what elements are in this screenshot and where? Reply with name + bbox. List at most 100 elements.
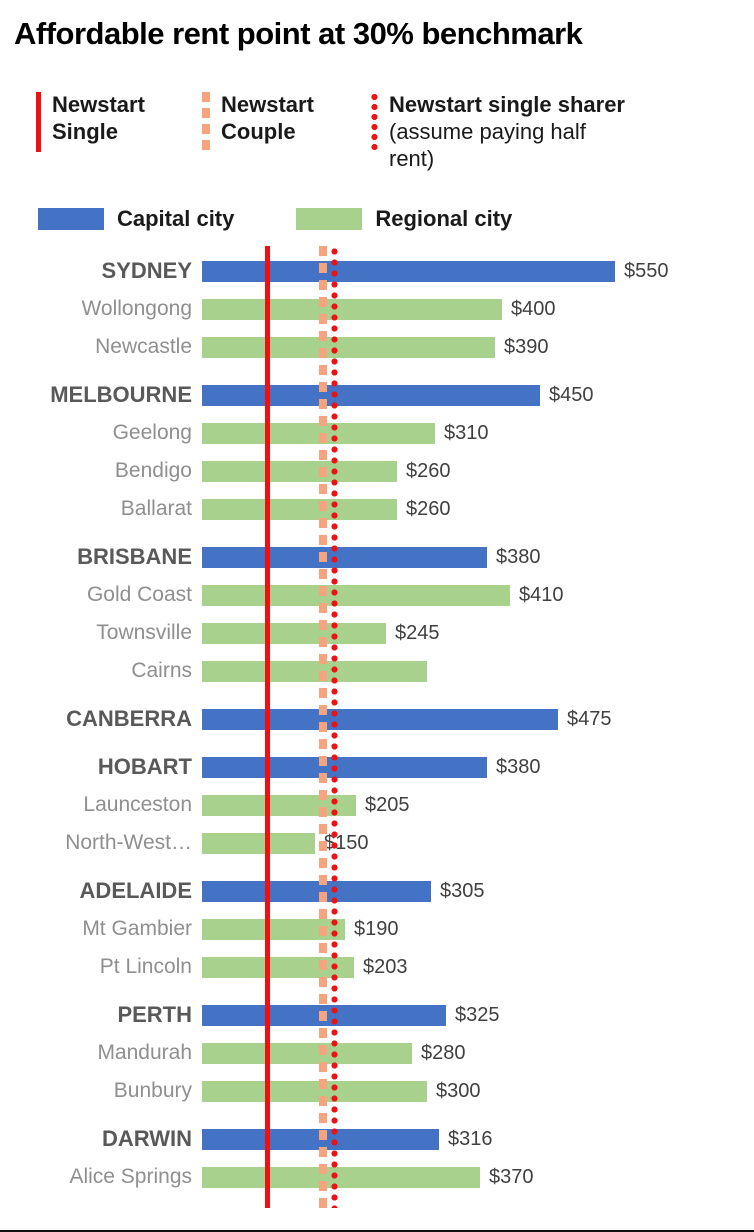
chart-row: Mt Gambier $190: [0, 910, 754, 948]
bar: [202, 956, 354, 978]
chart-row: Newcastle $390: [0, 328, 754, 366]
chart-row: DARWIN $316: [0, 1120, 754, 1158]
bar: [202, 708, 558, 730]
chart-row: Gold Coast $410: [0, 576, 754, 614]
row-label: Wollongong: [81, 297, 192, 321]
legend-label: Newstart Couple: [221, 92, 333, 172]
row-label: Newcastle: [95, 335, 192, 359]
dotted-red-line-icon: [371, 92, 378, 152]
series-legend: Capital city Regional city: [0, 172, 754, 232]
bar: [202, 384, 540, 406]
bar: [202, 622, 386, 644]
bar: [202, 260, 615, 282]
bar-value-label: $380: [496, 755, 541, 778]
row-label: Mandurah: [97, 1041, 192, 1065]
legend-item-regional-city: Regional city: [296, 206, 512, 232]
bar: [202, 298, 502, 320]
row-label: Bunbury: [113, 1079, 192, 1103]
bar-value-label: $316: [448, 1127, 493, 1150]
benchmark-legend: Newstart Single Newstart Couple Newstart…: [0, 52, 754, 172]
bar: [202, 756, 487, 778]
row-label: Gold Coast: [86, 583, 192, 607]
legend-label: Newstart single sharer (assume paying ha…: [389, 92, 629, 172]
bar: [202, 918, 345, 940]
bar-value-label: $260: [406, 497, 451, 520]
bar: [202, 336, 495, 358]
bar: [202, 880, 431, 902]
regional-city-swatch: [296, 208, 363, 231]
bar-value-label: $475: [567, 707, 612, 730]
row-label: MELBOURNE: [50, 382, 192, 408]
bar: [202, 498, 397, 520]
bar-value-label: $370: [489, 1165, 534, 1188]
bar-value-label: $410: [519, 583, 564, 606]
chart-row: PERTH $325: [0, 996, 754, 1034]
legend-label-bold: Newstart single sharer: [389, 92, 625, 117]
bar: [202, 1128, 439, 1150]
chart-row: Ballarat $260: [0, 490, 754, 528]
row-label: Pt Lincoln: [99, 955, 192, 979]
bar: [202, 660, 427, 682]
chart-row: BRISBANE $380: [0, 538, 754, 576]
legend-item-newstart-single: Newstart Single: [36, 92, 164, 172]
row-label: ADELAIDE: [79, 878, 192, 904]
chart-row: Geelong $310: [0, 414, 754, 452]
capital-city-swatch: [38, 208, 104, 231]
row-label: PERTH: [117, 1002, 192, 1028]
legend-item-newstart-couple: Newstart Couple: [202, 92, 333, 172]
row-label: Bendigo: [114, 459, 192, 483]
bar-value-label: $280: [421, 1041, 466, 1064]
bar-value-label: $205: [365, 793, 410, 816]
bar-value-label: $190: [354, 917, 399, 940]
legend-label-bold: Newstart Couple: [221, 92, 314, 144]
bar-value-label: $550: [624, 259, 669, 282]
chart-row: MELBOURNE $450: [0, 376, 754, 414]
chart-row: Alice Springs $370: [0, 1158, 754, 1196]
chart-row: ADELAIDE $305: [0, 872, 754, 910]
bar-value-label: $380: [496, 545, 541, 568]
bar-value-label: $400: [511, 297, 556, 320]
row-label: Geelong: [112, 421, 192, 445]
chart-rows: SYDNEY $550 Wollongong $400 Newcastle $3…: [0, 252, 754, 1196]
legend-label-rest: (assume paying half rent): [389, 118, 586, 171]
chart-row: SYDNEY $550: [0, 252, 754, 290]
bar: [202, 1166, 480, 1188]
chart-row: North-West… $150: [0, 824, 754, 862]
legend-label-bold: Newstart Single: [52, 92, 145, 144]
chart-row: Pt Lincoln $203: [0, 948, 754, 986]
row-label: Launceston: [83, 793, 192, 817]
bar-chart: SYDNEY $550 Wollongong $400 Newcastle $3…: [0, 246, 754, 1209]
bar: [202, 460, 397, 482]
chart-row: Townsville $245: [0, 614, 754, 652]
legend-item-newstart-single-sharer: Newstart single sharer (assume paying ha…: [371, 92, 629, 172]
row-label: HOBART: [97, 754, 192, 780]
bar: [202, 422, 435, 444]
chart-row: Bendigo $260: [0, 452, 754, 490]
bar-value-label: $300: [436, 1079, 481, 1102]
chart-row: HOBART $380: [0, 748, 754, 786]
solid-red-line-icon: [36, 92, 41, 152]
row-label: Cairns: [131, 659, 192, 683]
bar-value-label: $260: [406, 459, 451, 482]
chart-row: Wollongong $400: [0, 290, 754, 328]
row-label: North-West…: [65, 831, 192, 855]
row-label: BRISBANE: [77, 544, 192, 570]
bar-value-label: $305: [440, 879, 485, 902]
chart-row: Launceston $205: [0, 786, 754, 824]
bar: [202, 584, 510, 606]
bar: [202, 832, 315, 854]
bar: [202, 1080, 427, 1102]
bar-value-label: $310: [444, 421, 489, 444]
legend-item-capital-city: Capital city: [38, 206, 234, 232]
bar: [202, 1042, 412, 1064]
dashed-salmon-line-icon: [202, 92, 210, 152]
row-label: Mt Gambier: [82, 917, 192, 941]
legend-label: Capital city: [117, 206, 235, 232]
chart-row: Bunbury $300: [0, 1072, 754, 1110]
row-label: Ballarat: [120, 497, 192, 521]
chart-row: Mandurah $280: [0, 1034, 754, 1072]
chart-row: CANBERRA $475: [0, 700, 754, 738]
row-label: Alice Springs: [69, 1165, 192, 1189]
bar: [202, 1004, 446, 1026]
